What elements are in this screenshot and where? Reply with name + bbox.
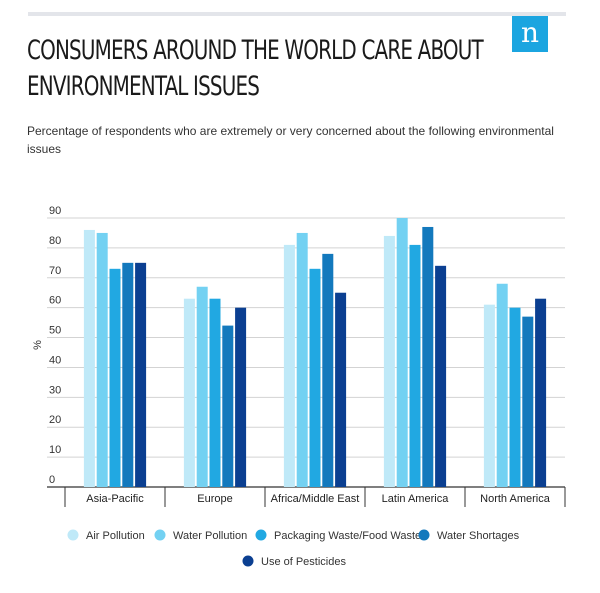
bar: [409, 244, 421, 487]
legend-label: Air Pollution: [86, 530, 145, 542]
bar: [222, 325, 234, 487]
chart-title: CONSUMERS AROUND THE WORLD CARE ABOUT EN…: [27, 35, 484, 102]
x-tick-label: Latin America: [382, 493, 450, 505]
bar: [309, 268, 321, 487]
legend-label: Use of Pesticides: [261, 556, 346, 568]
bar: [135, 262, 147, 487]
bar: [496, 283, 508, 487]
y-tick-label: 60: [49, 295, 61, 307]
bar: [109, 268, 121, 487]
y-tick-label: 30: [49, 384, 61, 396]
legend-marker: [154, 529, 166, 541]
bar: [335, 292, 347, 487]
y-tick-label: 40: [49, 354, 61, 366]
bar: [122, 262, 134, 487]
bar: [209, 298, 221, 487]
y-tick-label: 10: [49, 444, 61, 456]
bar: [183, 298, 195, 487]
bar: [96, 232, 108, 487]
y-axis-label: %: [32, 340, 44, 350]
bar: [509, 307, 521, 487]
bar: [396, 218, 408, 487]
y-tick-label: 70: [49, 265, 61, 277]
bar: [483, 304, 495, 487]
bar: [235, 307, 247, 487]
y-tick-label: 80: [49, 235, 61, 247]
x-tick-label: Asia-Pacific: [86, 493, 144, 505]
bar: [322, 253, 334, 487]
legend-marker: [67, 529, 79, 541]
brand-logo: n: [512, 16, 548, 52]
legend-label: Water Shortages: [437, 530, 520, 542]
legend-marker: [418, 529, 430, 541]
x-tick-label: Europe: [197, 493, 232, 505]
bar: [422, 226, 434, 487]
y-tick-label: 20: [49, 414, 61, 426]
legend-marker: [242, 555, 254, 567]
top-divider: [28, 12, 566, 16]
y-tick-label: 0: [49, 474, 55, 486]
x-tick-label: North America: [480, 493, 551, 505]
bar: [383, 235, 395, 487]
y-tick-label: 90: [49, 205, 61, 217]
legend-marker: [255, 529, 267, 541]
legend-label: Water Pollution: [173, 530, 247, 542]
legend-label: Packaging Waste/Food Waste: [274, 530, 421, 542]
bar: [435, 265, 447, 487]
bar: [283, 244, 295, 487]
bar: [522, 316, 534, 487]
chart-subtitle: Percentage of respondents who are extrem…: [27, 124, 554, 156]
bar: [196, 286, 208, 487]
bar: [296, 232, 308, 487]
bar: [535, 298, 547, 487]
bar: [83, 229, 95, 487]
x-tick-label: Africa/Middle East: [271, 493, 360, 505]
y-tick-label: 50: [49, 325, 61, 337]
